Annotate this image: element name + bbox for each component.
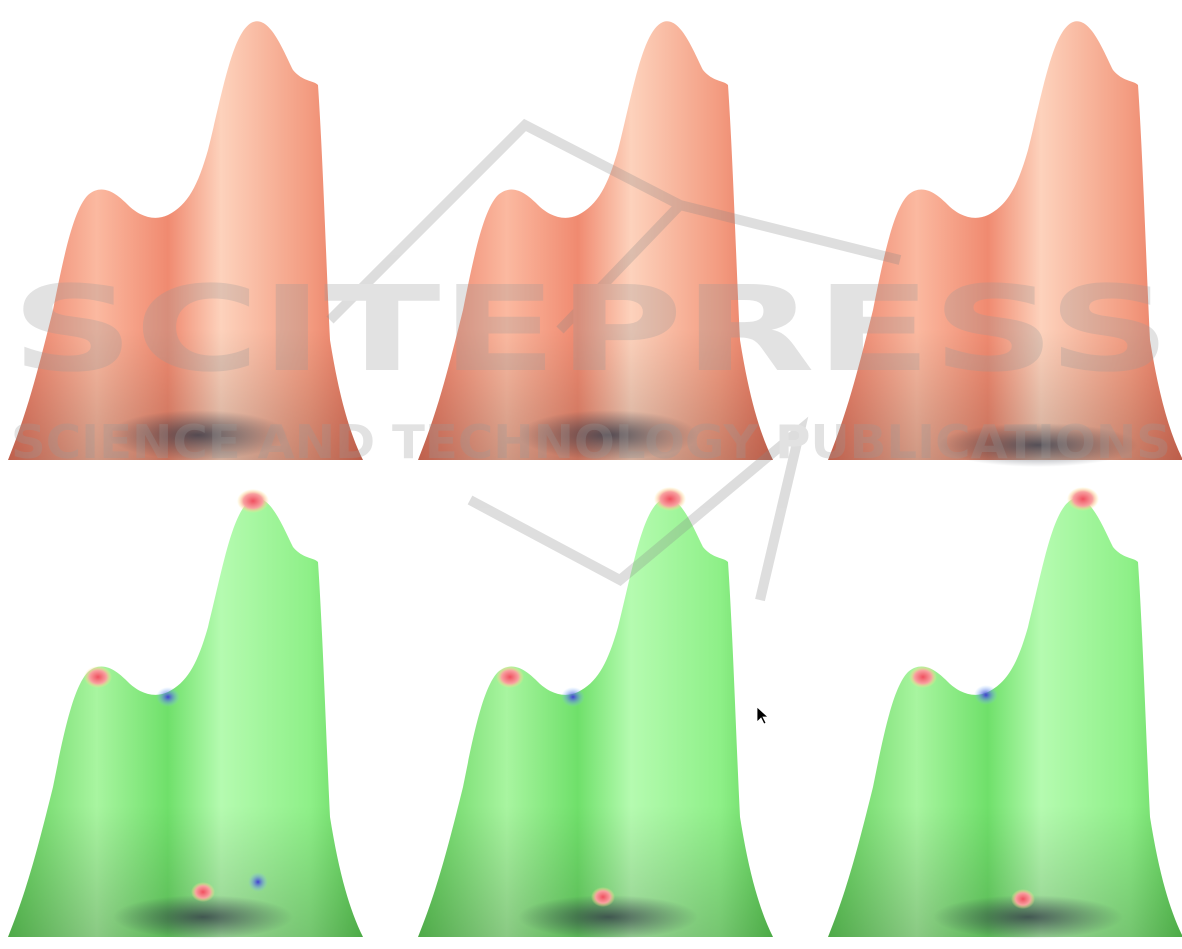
top-row	[8, 21, 1182, 467]
watermark: SCITEPRESS SCIENCE AND TECHNOLOGY PUBLIC…	[11, 125, 1171, 600]
surface-render	[418, 487, 773, 939]
surface-render	[828, 21, 1182, 467]
figure: SCITEPRESS SCIENCE AND TECHNOLOGY PUBLIC…	[0, 0, 1182, 949]
watermark-title: SCITEPRESS	[11, 260, 1171, 398]
surface-render	[828, 487, 1182, 939]
bottom-row	[8, 487, 1182, 939]
mouse-cursor	[757, 707, 768, 724]
watermark-subtitle: SCIENCE AND TECHNOLOGY PUBLICATIONS	[11, 415, 1171, 469]
page: SCITEPRESS SCIENCE AND TECHNOLOGY PUBLIC…	[0, 0, 1182, 949]
surface-render	[8, 489, 363, 939]
